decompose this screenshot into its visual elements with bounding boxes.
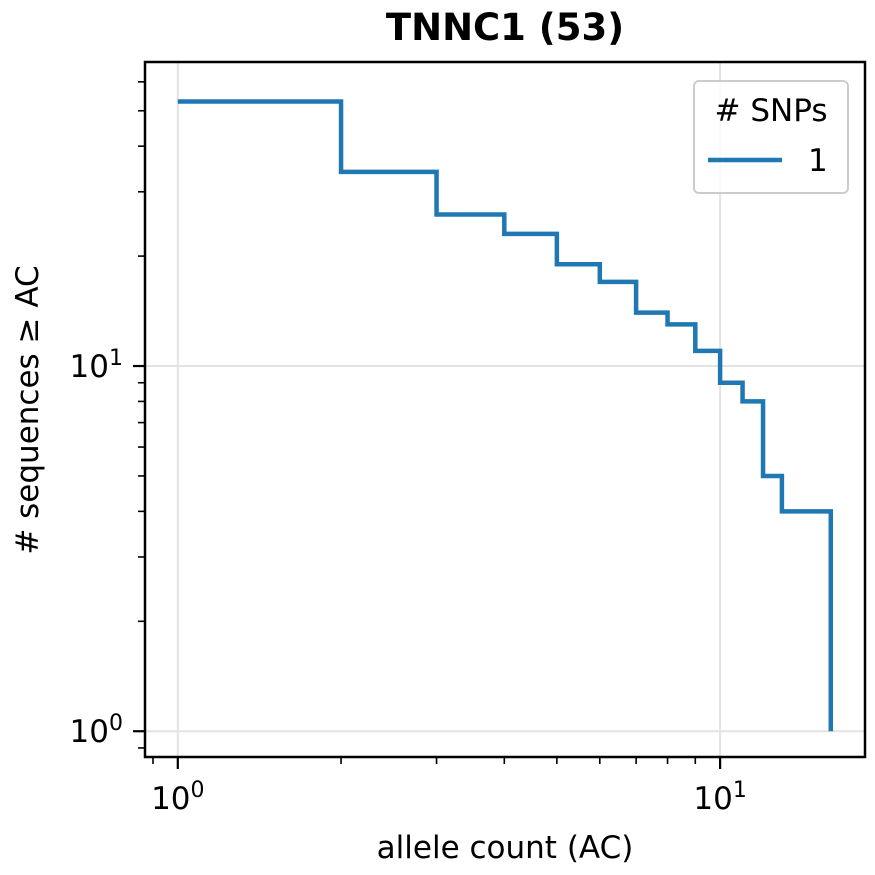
- y-tick-label: 101: [70, 346, 123, 385]
- x-axis-label: allele count (AC): [377, 830, 634, 866]
- legend-title: # SNPs: [715, 93, 828, 129]
- legend-series-label: 1: [808, 143, 828, 179]
- minor-ticks: [138, 81, 697, 764]
- major-ticks: 100 101 100 101: [70, 346, 747, 817]
- y-axis-label: # sequences ≥ AC: [10, 265, 46, 554]
- legend-box: [693, 80, 849, 194]
- legend: # SNPs 1: [693, 80, 849, 194]
- series-layer: [177, 99, 834, 732]
- y-tick-label: 100: [70, 711, 123, 750]
- x-tick-label: 100: [151, 778, 204, 817]
- chart-title: TNNC1 (53): [386, 6, 624, 49]
- plot-frame: [143, 60, 867, 759]
- series-line: [177, 99, 834, 732]
- x-tick-label: 101: [693, 778, 746, 817]
